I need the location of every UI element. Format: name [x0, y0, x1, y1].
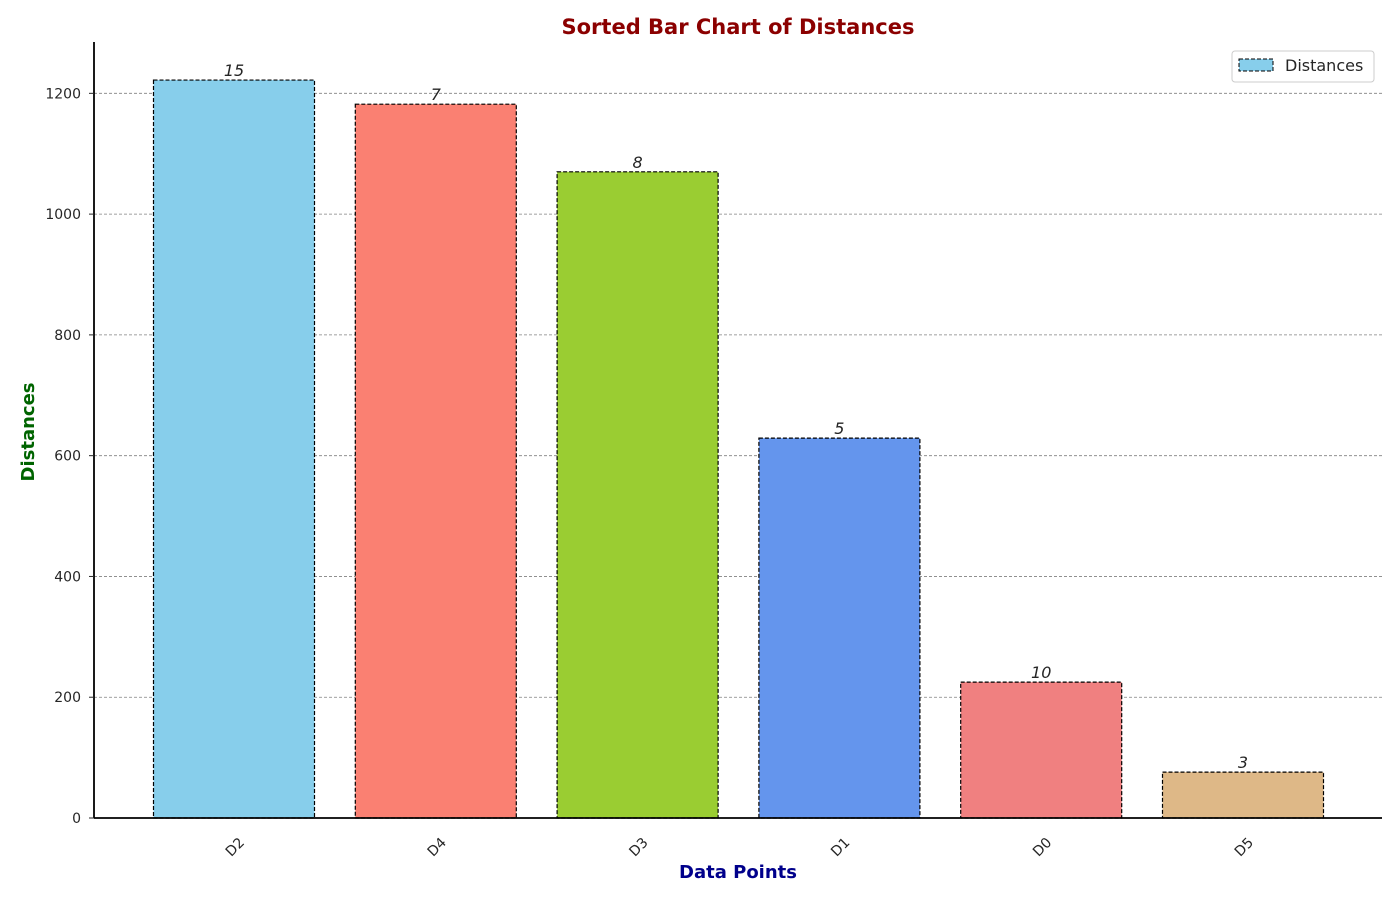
- legend-label-distances: Distances: [1285, 56, 1363, 75]
- bar-labels-layer: 15 7 8 5 10 3: [224, 61, 1248, 772]
- bar-d0: [960, 681, 1123, 819]
- bar-value-label: 15: [224, 61, 244, 80]
- y-tick-label: 200: [54, 690, 81, 706]
- chart-title: Sorted Bar Chart of Distances: [562, 15, 915, 39]
- x-tick-label: D1: [828, 835, 853, 860]
- bar-d5: [1161, 771, 1325, 819]
- y-axis-label: Distances: [18, 383, 39, 482]
- axes-layer: [93, 42, 1382, 819]
- bar-value-label: 10: [1031, 663, 1051, 682]
- x-tick-label: D4: [425, 835, 450, 860]
- x-axis-label: Data Points: [679, 862, 797, 883]
- y-tick-label: 800: [54, 328, 81, 344]
- x-tick-label: D3: [626, 835, 651, 860]
- y-tick-label: 400: [54, 569, 81, 585]
- x-tick-label: D2: [223, 835, 248, 860]
- bar-d4: [354, 103, 517, 819]
- legend: Distances: [1231, 50, 1375, 83]
- y-tick-label: 1000: [45, 207, 81, 223]
- bars-layer: [152, 79, 1325, 819]
- bar-value-label: 8: [633, 153, 643, 172]
- x-tick-label: D5: [1232, 835, 1257, 860]
- y-tick-label: 600: [54, 449, 81, 465]
- y-tick-label: 1200: [45, 86, 81, 102]
- bar-d3: [556, 171, 719, 819]
- bar-value-label: 7: [431, 85, 442, 104]
- legend-frame: [1231, 50, 1375, 83]
- y-tick-label: 0: [72, 811, 81, 827]
- bar-d2: [152, 79, 316, 819]
- bar-value-label: 5: [834, 419, 844, 438]
- legend-swatch-distances: [1238, 58, 1274, 72]
- x-tick-label: D0: [1030, 835, 1055, 860]
- bar-value-label: 3: [1238, 753, 1248, 772]
- bar-d1: [758, 437, 921, 819]
